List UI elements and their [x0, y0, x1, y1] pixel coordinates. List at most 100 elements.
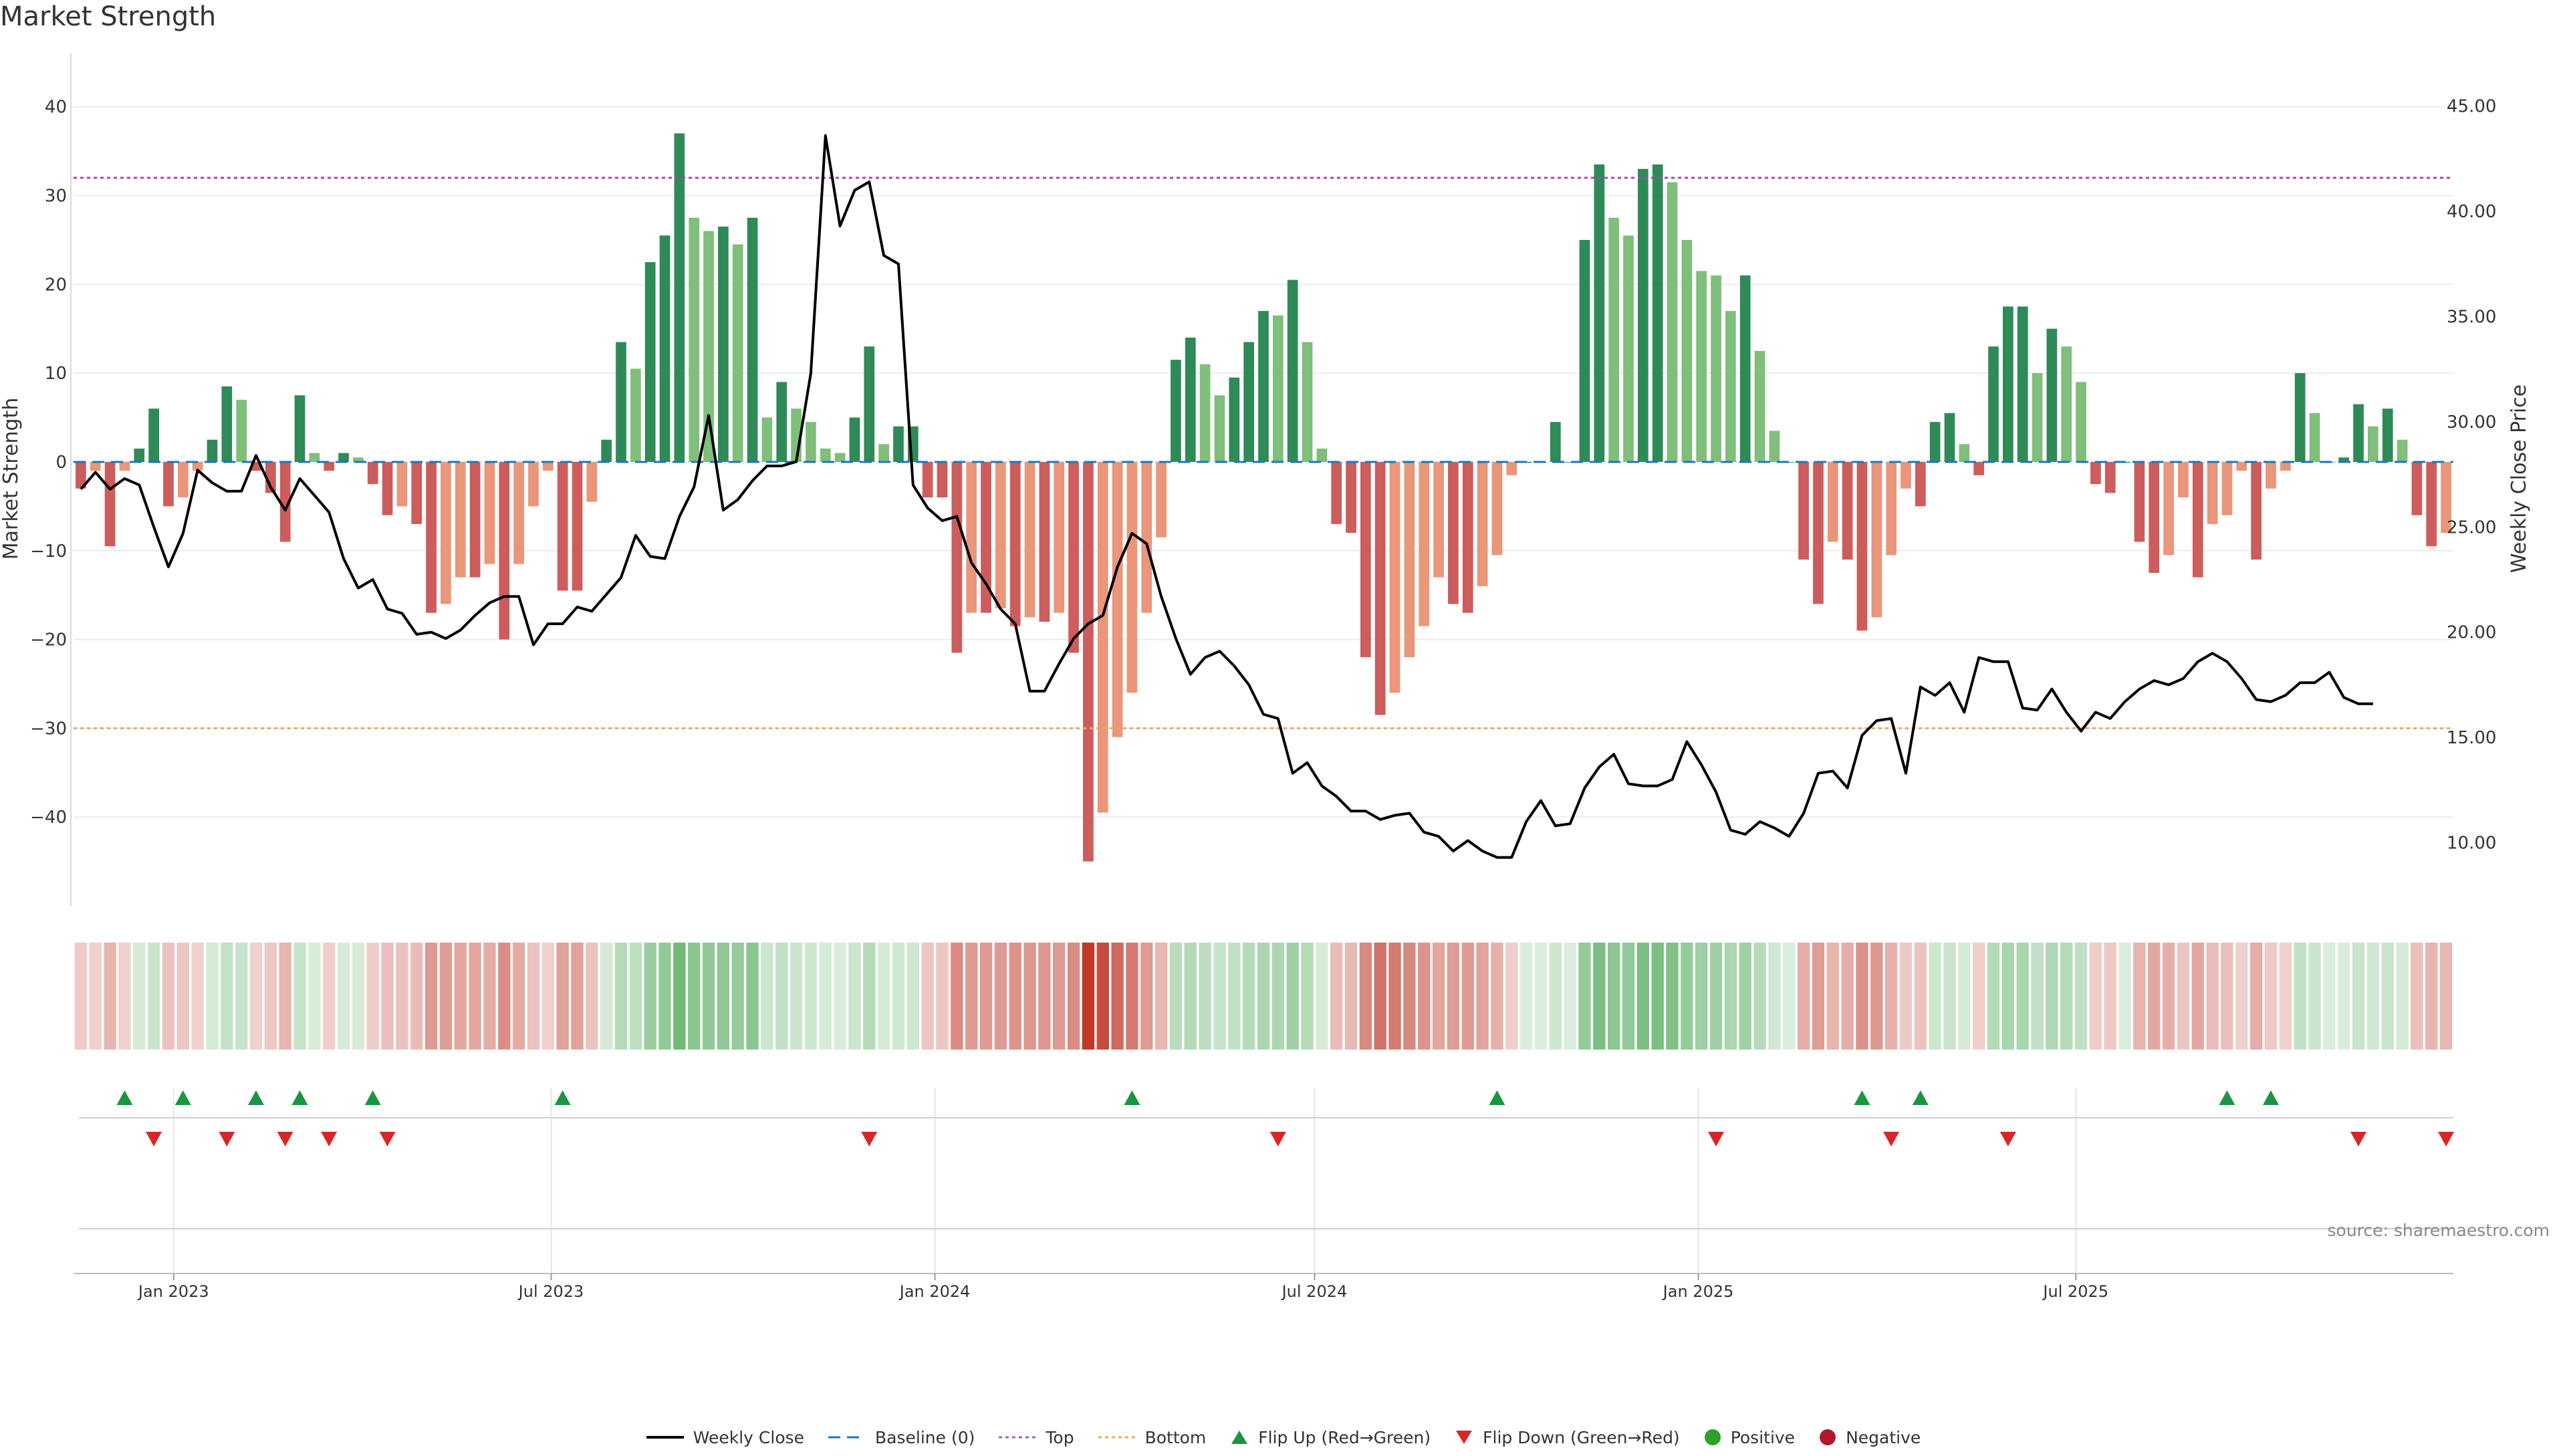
strength-bar: [1112, 461, 1123, 737]
strength-bar: [1886, 461, 1897, 556]
strength-bar: [1287, 279, 1298, 462]
strength-bar: [1813, 461, 1824, 604]
x-tick-label: Jan 2023: [137, 1282, 209, 1301]
flip-up-marker: [174, 1090, 191, 1105]
legend-weekly-close[interactable]: Weekly Close: [646, 1428, 804, 1447]
strength-bar: [469, 461, 481, 578]
strength-bar: [1856, 461, 1868, 631]
heat-cell: [2118, 943, 2131, 1050]
heat-cell: [1009, 943, 1021, 1050]
strength-bar: [1827, 461, 1838, 542]
strength-bar: [1696, 271, 1707, 462]
strength-bar: [382, 461, 393, 515]
heat-cell: [1359, 943, 1372, 1050]
legend-top[interactable]: Top: [999, 1428, 1074, 1447]
strength-bar: [2251, 461, 2262, 560]
heat-cell: [951, 943, 963, 1050]
strength-bar: [309, 453, 320, 462]
strength-bar: [761, 417, 773, 462]
strength-bar: [2309, 412, 2320, 462]
legend-flip-up[interactable]: Flip Up (Red→Green): [1230, 1428, 1431, 1447]
heat-cell: [235, 943, 248, 1050]
heat-cell: [264, 943, 277, 1050]
strength-bar: [426, 461, 437, 613]
heat-cell: [221, 943, 233, 1050]
heat-cell: [206, 943, 219, 1050]
flip-up-marker: [1489, 1090, 1505, 1105]
strength-bar: [2090, 461, 2101, 485]
flip-up-marker: [1854, 1090, 1870, 1105]
y2-tick-label: 20.00: [2447, 623, 2496, 643]
strength-bar: [1988, 346, 1999, 462]
heat-cell: [2381, 943, 2394, 1050]
y2-tick-label: 35.00: [2447, 308, 2496, 328]
strength-bar: [1039, 461, 1050, 622]
flip-down-marker: [2350, 1132, 2367, 1146]
heat-cell: [2439, 943, 2453, 1050]
strength-bar: [806, 422, 816, 462]
y-tick-label: 0: [55, 453, 67, 473]
strength-bar: [1360, 461, 1371, 658]
heat-cell: [1914, 943, 1927, 1050]
strength-bar: [1024, 461, 1035, 618]
strength-bar: [1083, 461, 1094, 862]
strength-bar: [572, 461, 583, 591]
strength-bar: [1346, 461, 1356, 533]
heat-cell: [396, 943, 408, 1050]
x-tick-label: Jan 2024: [898, 1282, 971, 1301]
strength-bar: [922, 461, 933, 498]
legend-positive[interactable]: Positive: [1704, 1428, 1795, 1447]
strength-bar: [1564, 461, 1576, 463]
legend-negative[interactable]: Negative: [1819, 1428, 1921, 1447]
heat-cell: [249, 943, 263, 1050]
y-tick-label: 40: [45, 98, 67, 118]
heat-cell: [1607, 943, 1620, 1050]
strength-bar: [1272, 315, 1284, 462]
heat-cell: [2425, 943, 2438, 1050]
legend-bottom[interactable]: Bottom: [1098, 1428, 1206, 1447]
heat-cell: [1870, 943, 1883, 1050]
heat-cell: [1184, 943, 1197, 1050]
heat-cell: [2308, 943, 2321, 1050]
y2-axis-label: Weekly Close Price: [2508, 384, 2531, 573]
flip-up-marker: [554, 1090, 571, 1105]
strength-bar: [689, 217, 700, 462]
flip-up-marker: [1124, 1090, 1140, 1105]
strength-bar: [630, 368, 641, 462]
legend-dashed-line-icon: [828, 1436, 866, 1439]
heat-cell: [1388, 943, 1401, 1050]
heat-cell: [819, 943, 832, 1050]
legend-flip-down[interactable]: Flip Down (Green→Red): [1455, 1428, 1680, 1447]
strength-bar: [1404, 461, 1415, 658]
strength-bar: [2266, 461, 2276, 489]
strength-bar: [2368, 426, 2378, 462]
strength-bar: [1784, 461, 1795, 463]
circle-icon: [1704, 1429, 1721, 1445]
heat-cell: [1432, 943, 1445, 1050]
flip-up-marker: [248, 1090, 265, 1105]
strength-bar: [324, 461, 335, 471]
strength-bar: [484, 461, 495, 564]
y2-tick-label: 30.00: [2447, 412, 2496, 433]
y-axis-label: Market Strength: [0, 398, 23, 560]
heat-cell: [1330, 943, 1343, 1050]
heat-cell: [717, 943, 730, 1050]
y2-tick-label: 25.00: [2447, 517, 2496, 537]
flip-markers: [79, 1090, 2455, 1229]
heat-cell: [1797, 943, 1810, 1050]
y-tick-label: −30: [30, 719, 67, 739]
heat-cell: [556, 943, 569, 1050]
heat-cell: [994, 943, 1007, 1050]
flip-down-marker: [1269, 1132, 1286, 1146]
heat-cell: [1739, 943, 1751, 1050]
heat-cell: [512, 943, 525, 1050]
heat-cell: [600, 943, 613, 1050]
x-tick-label: Jan 2025: [1662, 1282, 1734, 1301]
strength-bar: [2076, 382, 2086, 462]
strength-bar: [2397, 439, 2408, 462]
heat-cell: [527, 943, 540, 1050]
legend-label: Negative: [1846, 1427, 1921, 1447]
legend-label: Flip Down (Green→Red): [1483, 1427, 1680, 1447]
legend-baseline[interactable]: Baseline (0): [828, 1428, 975, 1447]
